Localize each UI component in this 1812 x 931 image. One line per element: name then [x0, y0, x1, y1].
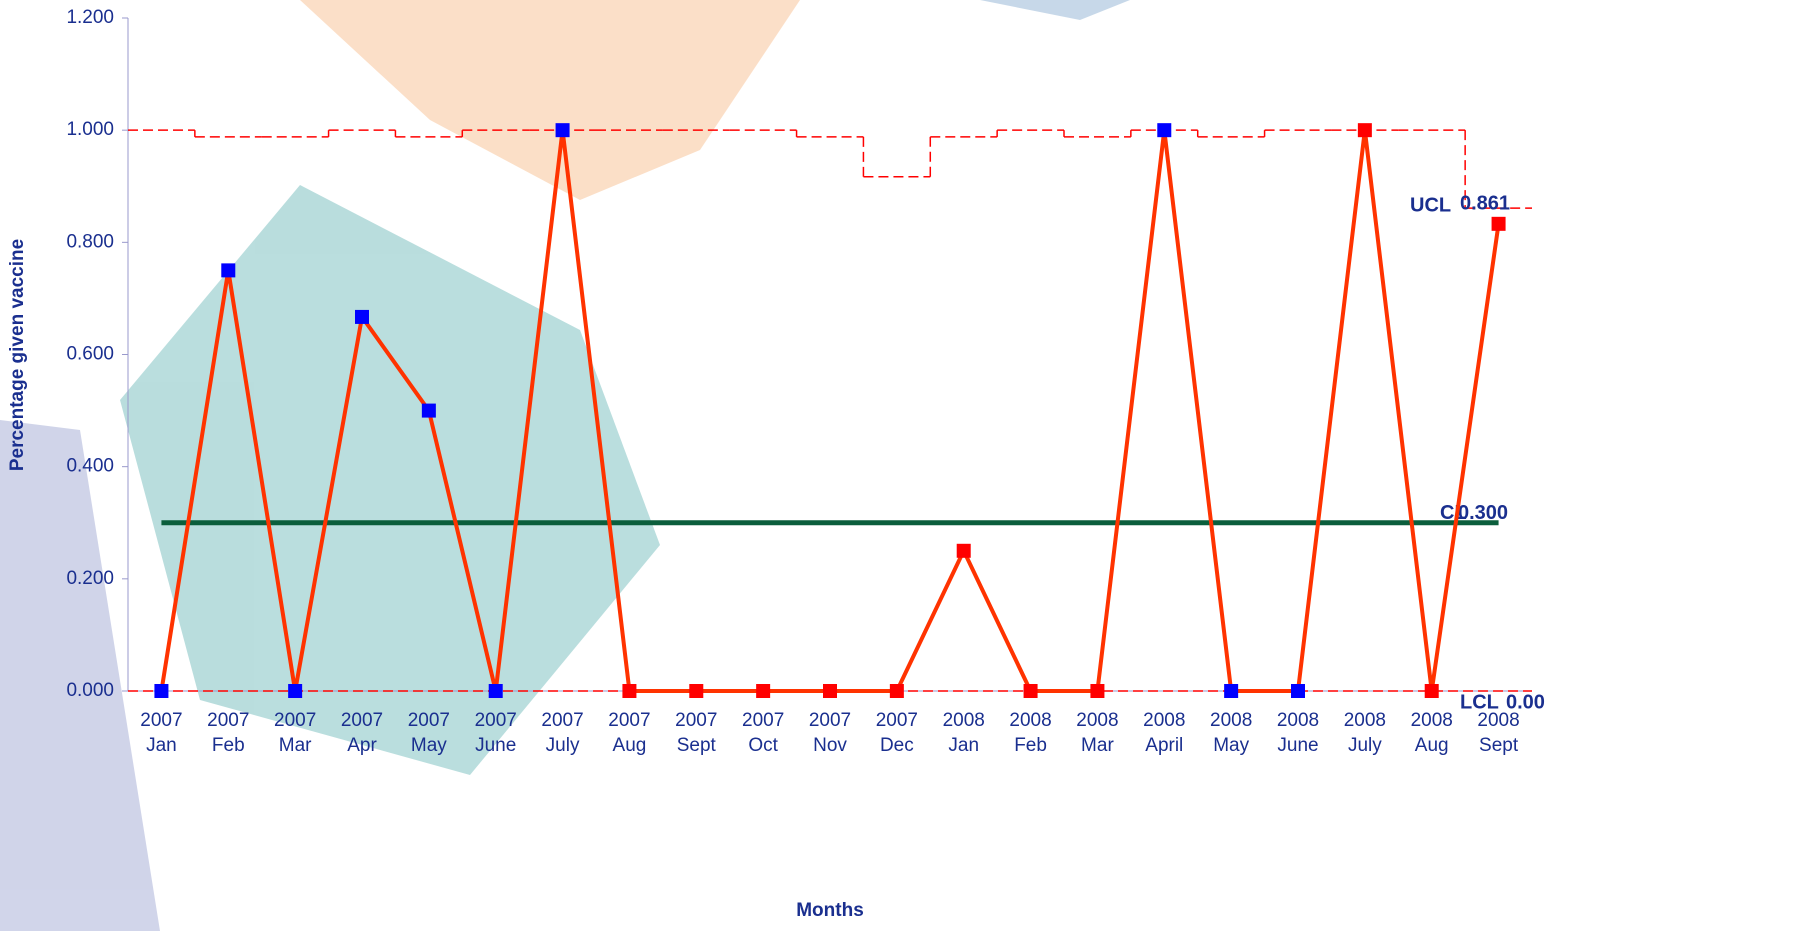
x-tick-label: Apr — [347, 735, 377, 756]
y-tick-label: 0.200 — [66, 568, 114, 589]
x-tick-label: 2008 — [1344, 710, 1386, 731]
x-tick-label: 2008 — [1143, 710, 1185, 731]
x-tick-label: 2007 — [541, 710, 583, 731]
lcl-label: LCL — [1460, 691, 1499, 713]
x-tick-label: July — [546, 735, 580, 756]
data-point — [1157, 123, 1172, 138]
x-tick-label: 2008 — [943, 710, 985, 731]
x-tick-label: Mar — [1081, 735, 1114, 756]
ucl-value-label: 0.861 — [1460, 192, 1510, 214]
x-tick-label: 2008 — [1411, 710, 1453, 731]
x-tick-label: 2007 — [876, 710, 918, 731]
x-tick-label: May — [1213, 735, 1249, 756]
data-point — [1090, 684, 1105, 698]
y-tick-label: 0.000 — [66, 680, 114, 701]
data-point — [756, 684, 771, 698]
data-point — [355, 309, 369, 324]
x-tick-label: 2007 — [341, 710, 383, 731]
x-tick-label: June — [475, 735, 516, 756]
data-point — [1291, 684, 1305, 698]
data-point — [1023, 684, 1038, 698]
y-tick-label: 0.800 — [66, 231, 114, 252]
cl-value-label: 0.300 — [1458, 502, 1508, 524]
ucl-label: UCL — [1410, 194, 1451, 216]
data-point — [1491, 216, 1506, 231]
x-tick-label: Mar — [279, 735, 312, 756]
data-point — [689, 684, 704, 698]
data-point — [1224, 684, 1239, 698]
x-tick-label: Sept — [677, 735, 717, 756]
x-tick-label: Sept — [1479, 735, 1519, 756]
x-tick-label: Jan — [948, 735, 979, 756]
x-tick-label: June — [1277, 735, 1318, 756]
data-point — [221, 263, 236, 278]
x-tick-label: Feb — [1014, 735, 1047, 756]
data-point — [622, 684, 637, 698]
x-tick-label: 2007 — [207, 710, 249, 731]
x-tick-label: 2007 — [675, 710, 717, 731]
data-point — [488, 684, 503, 698]
x-tick-label: 2007 — [608, 710, 650, 731]
data-point — [1424, 684, 1439, 698]
x-tick-label: 2007 — [408, 710, 450, 731]
x-tick-label: 2007 — [742, 710, 784, 731]
data-point — [889, 684, 904, 698]
y-tick-label: 1.000 — [66, 119, 114, 140]
cl-label: CL — [1440, 502, 1467, 524]
x-tick-label: 2008 — [1009, 710, 1051, 731]
x-axis-title: Months — [796, 900, 864, 921]
x-tick-label: 2008 — [1277, 710, 1319, 731]
lcl-value-label: 0.00 — [1506, 691, 1545, 713]
x-tick-label: 2008 — [1076, 710, 1118, 731]
x-tick-label: 2007 — [140, 710, 182, 731]
y-tick-label: 0.600 — [66, 344, 114, 365]
x-tick-label: Aug — [1415, 735, 1449, 756]
data-point — [823, 684, 837, 698]
x-tick-label: 2007 — [475, 710, 517, 731]
background-decoration — [0, 0, 1130, 931]
x-tick-label: 2008 — [1210, 710, 1252, 731]
data-point — [555, 123, 570, 138]
data-point — [288, 684, 303, 698]
x-tick-label: Jan — [146, 735, 177, 756]
data-point — [421, 403, 436, 418]
x-tick-label: 2007 — [809, 710, 851, 731]
data-point — [154, 684, 169, 698]
x-tick-label: Feb — [212, 735, 245, 756]
x-tick-label: July — [1348, 735, 1382, 756]
data-point — [956, 543, 971, 558]
x-tick-label: April — [1145, 735, 1183, 756]
y-tick-label: 0.400 — [66, 456, 114, 477]
data-point — [1357, 123, 1372, 138]
x-tick-label: Dec — [880, 735, 914, 756]
y-tick-label: 1.200 — [66, 7, 114, 28]
x-tick-label: Aug — [613, 735, 647, 756]
x-tick-label: Nov — [813, 735, 847, 756]
x-tick-label: 2008 — [1477, 710, 1519, 731]
x-tick-label: Oct — [748, 735, 778, 756]
x-tick-label: 2007 — [274, 710, 316, 731]
x-tick-label: May — [411, 735, 447, 756]
y-axis-title: Percentage given vaccine — [7, 239, 28, 471]
